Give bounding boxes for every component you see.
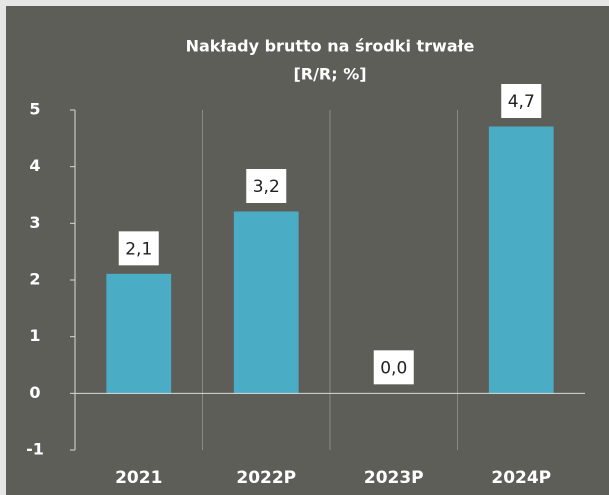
data-label: 0,0 <box>380 358 407 378</box>
y-tick-label: 5 <box>29 100 40 119</box>
chart-title: Nakłady brutto na środki trwałe <box>186 37 475 56</box>
y-tick-label: 3 <box>29 213 40 232</box>
chart-subtitle: [R/R; %] <box>293 65 366 84</box>
x-tick-label: 2022P <box>236 468 296 488</box>
data-label-box <box>246 169 287 203</box>
y-tick-label: 4 <box>29 156 40 175</box>
y-tick-label: -1 <box>26 440 44 459</box>
data-label-box <box>373 350 414 385</box>
y-tick-label: 2 <box>29 270 40 289</box>
data-label: 3,2 <box>253 177 280 197</box>
data-label-box <box>118 231 159 266</box>
y-tick-label: 0 <box>29 383 40 402</box>
data-label: 2,1 <box>125 239 152 259</box>
x-tick-label: 2023P <box>364 468 424 488</box>
y-tick-label: 1 <box>29 326 40 345</box>
x-tick-label: 2024P <box>491 468 551 488</box>
bar <box>488 126 554 394</box>
x-tick-label: 2021 <box>115 468 162 488</box>
bar <box>233 211 299 394</box>
bar <box>106 273 172 394</box>
data-label-box <box>501 84 542 118</box>
data-label: 4,7 <box>508 92 535 112</box>
